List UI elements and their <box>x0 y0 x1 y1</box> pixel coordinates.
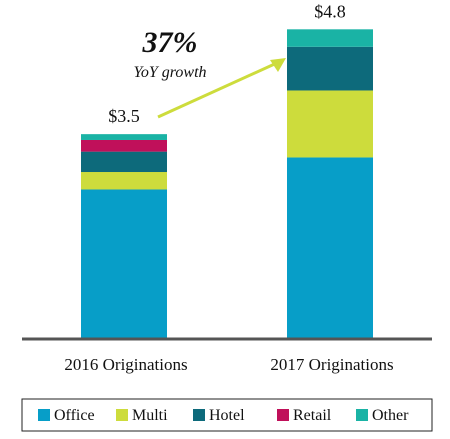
bar-segment-hotel-2016 <box>81 151 167 173</box>
bar-segment-multi-2016 <box>81 172 167 190</box>
legend-swatch-hotel <box>193 409 205 421</box>
bar-segment-retail-2016 <box>81 139 167 152</box>
legend-swatch-other <box>356 409 368 421</box>
bar-segment-office-2016 <box>81 189 167 338</box>
total-label-2016: $3.5 <box>108 106 140 126</box>
growth-arrow-head <box>270 58 286 72</box>
category-label-2016: 2016 Originations <box>64 355 187 374</box>
legend-swatch-multi <box>116 409 128 421</box>
total-label-2017: $4.8 <box>314 1 346 21</box>
growth-annotation: 37% YoY growth <box>133 26 286 119</box>
legend-label-retail: Retail <box>293 407 332 424</box>
legend-swatch-retail <box>277 409 289 421</box>
legend-label-hotel: Hotel <box>209 407 245 424</box>
legend: Office Multi Hotel Retail Other <box>38 407 409 424</box>
bar-segment-multi-2017 <box>287 90 373 158</box>
legend-label-other: Other <box>372 407 409 424</box>
bars-group <box>81 29 373 338</box>
bar-segment-other-2016 <box>81 134 167 140</box>
bar-segment-hotel-2017 <box>287 46 373 91</box>
growth-label: YoY growth <box>133 64 206 81</box>
bar-segment-other-2017 <box>287 29 373 47</box>
legend-label-multi: Multi <box>132 407 168 424</box>
growth-arrow-line <box>157 60 280 119</box>
category-label-2017: 2017 Originations <box>270 355 393 374</box>
bar-segment-office-2017 <box>287 157 373 338</box>
legend-swatch-office <box>38 409 50 421</box>
growth-percent: 37% <box>142 26 198 59</box>
legend-label-office: Office <box>54 407 95 424</box>
